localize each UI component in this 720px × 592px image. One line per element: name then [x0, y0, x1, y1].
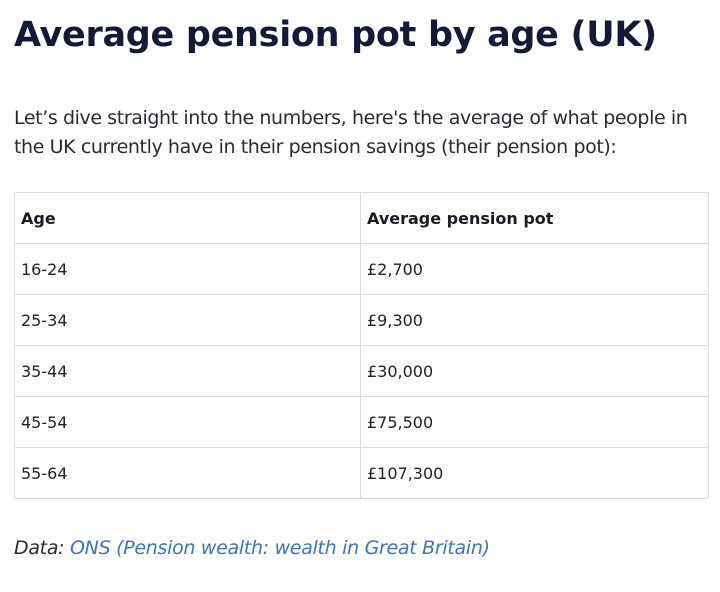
table-row: 25-34 £9,300	[14, 294, 709, 346]
pension-pot-cell: £9,300	[360, 294, 709, 346]
table-row: 45-54 £75,500	[14, 396, 709, 448]
age-cell: 55-64	[14, 447, 361, 499]
age-cell: 35-44	[14, 345, 361, 397]
page-title: Average pension pot by age (UK)	[14, 15, 657, 55]
table-row: 35-44 £30,000	[14, 345, 709, 397]
pension-pot-cell: £75,500	[360, 396, 709, 448]
pension-table: Age Average pension pot 16-24 £2,700 25-…	[14, 192, 709, 499]
intro-paragraph: Let’s dive straight into the numbers, he…	[14, 107, 688, 158]
pension-pot-cell: £2,700	[360, 243, 709, 295]
data-source: Data: ONS (Pension wealth: wealth in Gre…	[14, 537, 706, 559]
table-header-row: Age Average pension pot	[14, 192, 709, 244]
column-header-age: Age	[14, 192, 361, 244]
pension-pot-cell: £30,000	[360, 345, 709, 397]
age-cell: 45-54	[14, 396, 361, 448]
source-link[interactable]: ONS (Pension wealth: wealth in Great Bri…	[70, 537, 490, 559]
age-cell: 16-24	[14, 243, 361, 295]
pension-pot-cell: £107,300	[360, 447, 709, 499]
table-row: 16-24 £2,700	[14, 243, 709, 295]
source-prefix: Data:	[14, 537, 65, 559]
age-cell: 25-34	[14, 294, 361, 346]
column-header-pension-pot: Average pension pot	[360, 192, 709, 244]
table-row: 55-64 £107,300	[14, 447, 709, 499]
